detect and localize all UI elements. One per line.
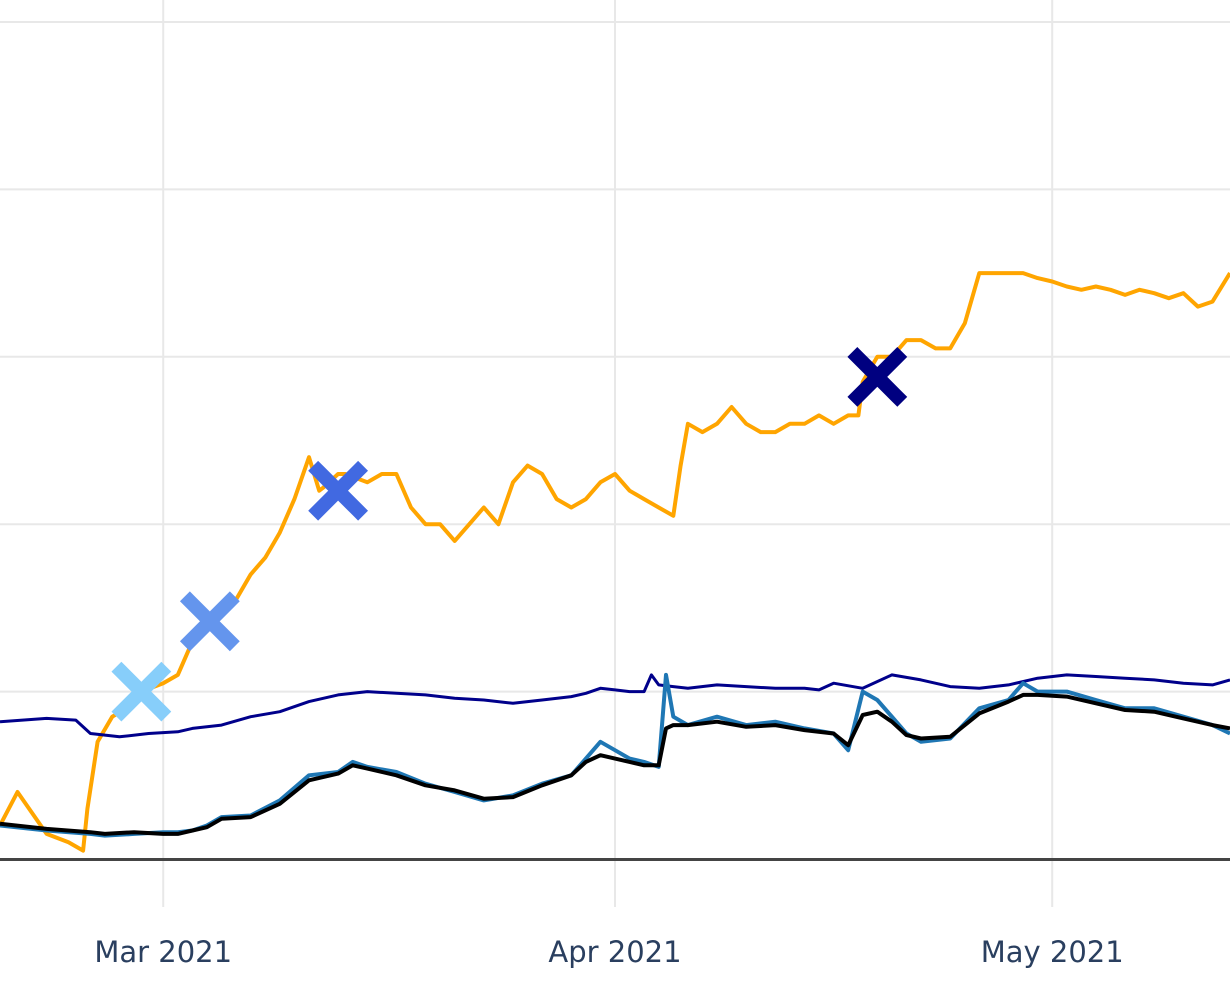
x-tick-label-0: Mar 2021: [94, 935, 232, 969]
navy-series-line: [0, 673, 1230, 739]
x-tick-label-2: May 2021: [981, 935, 1124, 969]
marker-3: [308, 460, 369, 521]
marker-layer: [111, 346, 908, 722]
x-tick-label-1: Apr 2021: [548, 935, 681, 969]
marker-2: [179, 591, 240, 652]
gridlines: [0, 0, 1230, 907]
black-series-line: [0, 692, 1230, 836]
marker-4: [847, 346, 908, 407]
x-tick-labels: Mar 2021 Apr 2021 May 2021: [94, 935, 1123, 969]
marker-1: [111, 661, 172, 722]
